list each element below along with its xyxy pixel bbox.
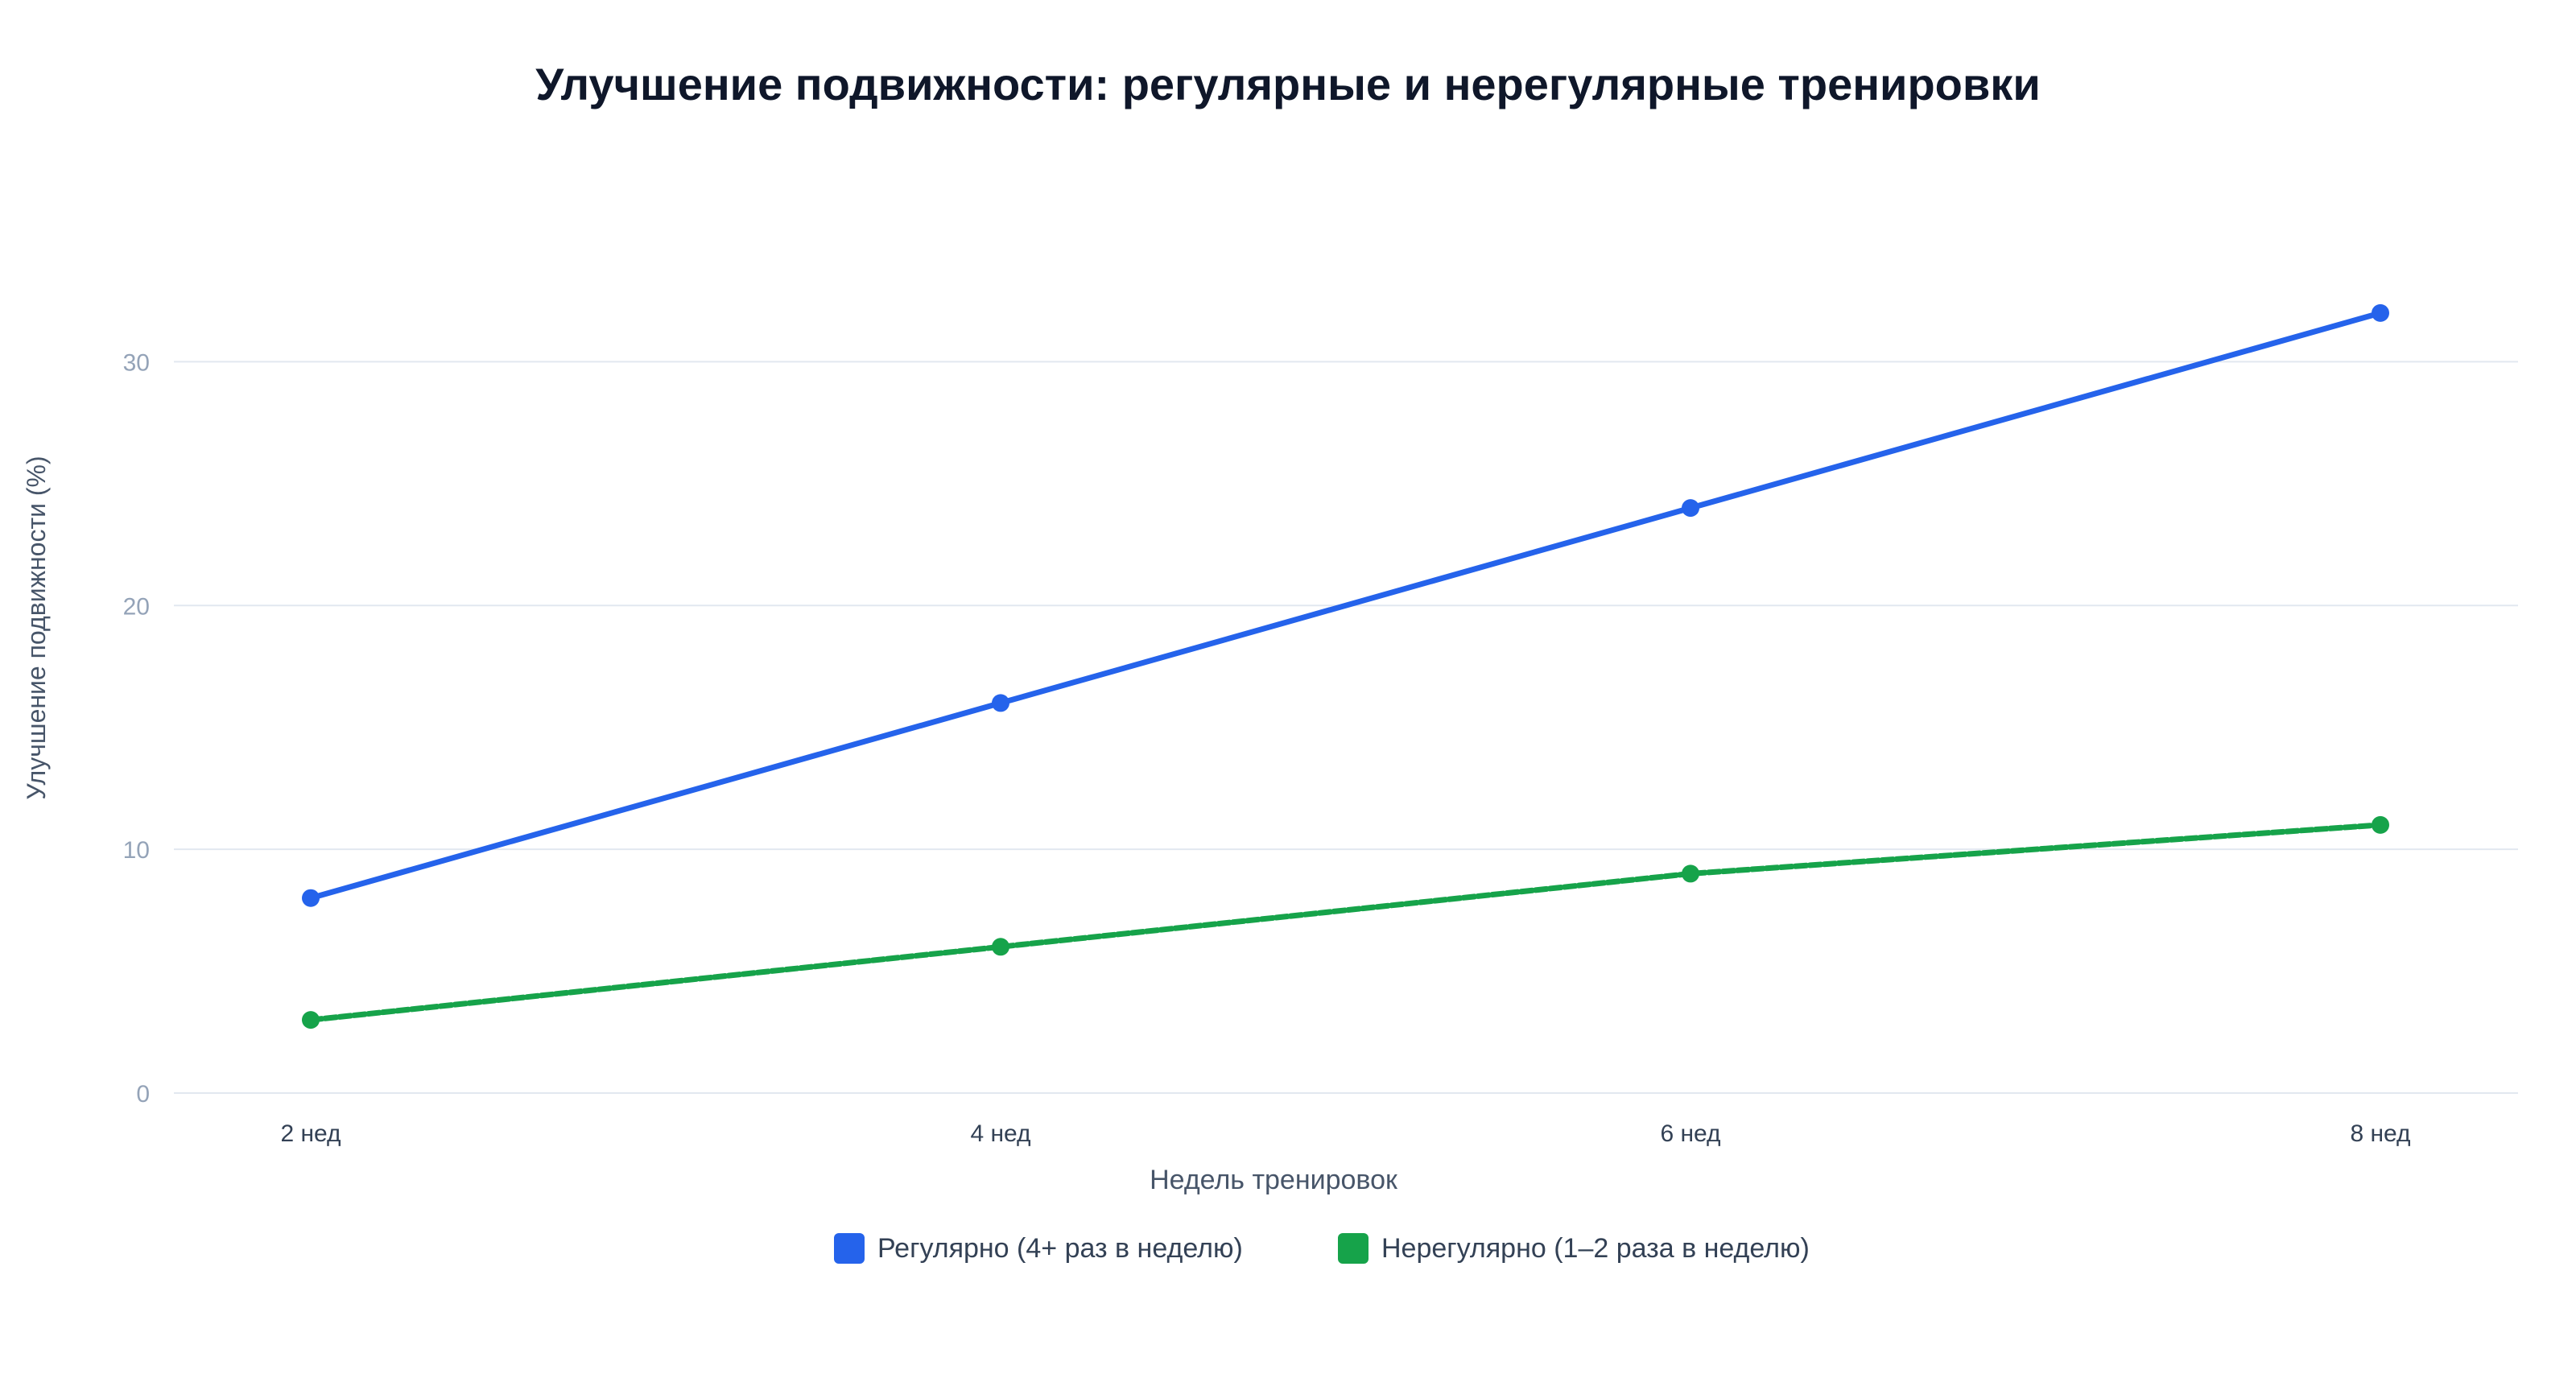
y-axis-ticks: 0 10 20 30	[123, 349, 150, 1108]
x-axis-ticks: 2 нед 4 нед 6 нед 8 нед	[280, 1120, 2410, 1147]
y-axis-label: Улучшение подвижности (%)	[22, 456, 51, 799]
data-point[interactable]	[2372, 303, 2389, 322]
legend-item[interactable]: Нерегулярно (1–2 раза в неделю)	[1338, 1233, 1810, 1264]
data-point[interactable]	[302, 889, 320, 907]
data-point[interactable]	[302, 1011, 320, 1029]
legend-label: Регулярно (4+ раз в неделю)	[877, 1233, 1243, 1264]
x-tick-label: 6 нед	[1660, 1120, 1720, 1147]
grid-lines	[174, 361, 2518, 1094]
y-tick-label: 20	[123, 593, 150, 620]
data-point[interactable]	[992, 938, 1009, 956]
x-tick-label: 4 нед	[970, 1120, 1030, 1147]
data-point[interactable]	[1682, 499, 1699, 518]
data-point[interactable]	[1682, 864, 1699, 883]
chart-title: Улучшение подвижности: регулярные и нере…	[535, 59, 2041, 109]
series-line	[308, 822, 2384, 1023]
series-2	[302, 815, 2389, 1029]
legend-item[interactable]: Регулярно (4+ раз в неделю)	[834, 1233, 1243, 1264]
legend[interactable]: Регулярно (4+ раз в неделю) Нерегулярно (…	[834, 1233, 1810, 1264]
x-tick-label: 8 нед	[2350, 1120, 2410, 1147]
legend-swatch	[1338, 1233, 1368, 1264]
legend-label: Нерегулярно (1–2 раза в неделю)	[1381, 1233, 1810, 1264]
y-tick-label: 0	[136, 1081, 150, 1108]
series-layer	[302, 303, 2389, 1029]
series-1	[302, 303, 2389, 907]
y-tick-label: 10	[123, 837, 150, 864]
series-line	[308, 310, 2384, 901]
x-tick-label: 2 нед	[280, 1120, 341, 1147]
x-axis-label: Недель тренировок	[1150, 1165, 1398, 1195]
y-tick-label: 30	[123, 349, 150, 376]
data-point[interactable]	[992, 694, 1009, 712]
data-point[interactable]	[2372, 815, 2389, 834]
legend-swatch	[834, 1233, 865, 1264]
